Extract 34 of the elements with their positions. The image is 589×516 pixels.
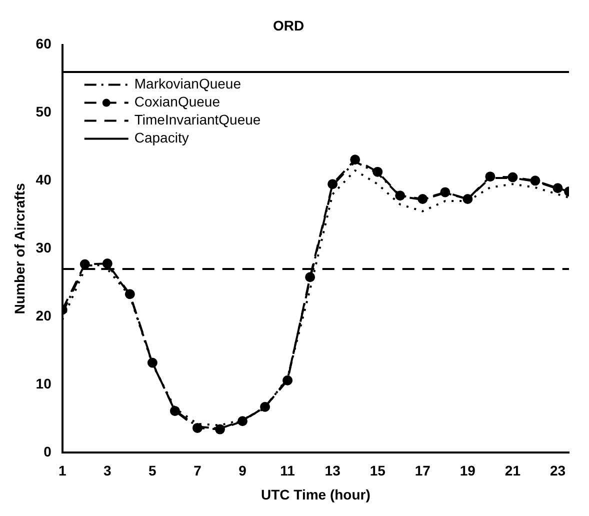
point — [147, 358, 158, 368]
x-tick-label: 11 — [280, 462, 296, 479]
x-tick-label: 19 — [460, 462, 476, 479]
point — [328, 179, 338, 190]
legend-label: Capacity — [134, 130, 189, 146]
x-tick-label: 1 — [58, 462, 66, 479]
point — [530, 176, 540, 186]
chart-title: ORD — [272, 17, 304, 34]
y-tick-label: 60 — [36, 36, 52, 52]
x-tick-label: 3 — [104, 462, 112, 479]
y-tick-label: 0 — [44, 443, 52, 460]
legend-label: TimeInvariantQueue — [134, 112, 261, 128]
x-tick-label: 7 — [194, 462, 202, 479]
point — [440, 187, 450, 198]
y-tick-label: 20 — [36, 307, 52, 324]
legend-label: MarkovianQueue — [134, 76, 242, 92]
x-tick-label: 21 — [504, 462, 521, 479]
legend-label: CoxianQueue — [134, 94, 220, 110]
point — [124, 289, 135, 300]
point — [552, 183, 563, 194]
x-tick-label: 9 — [238, 462, 247, 479]
y-tick-label: 40 — [36, 172, 52, 188]
x-tick-label: 23 — [550, 462, 566, 479]
y-tick-label: 50 — [36, 104, 52, 120]
x-tick-label: 15 — [370, 462, 386, 479]
y-tick-label: 30 — [36, 239, 52, 256]
point — [508, 172, 518, 182]
x-axis-title: UTC Time (hour) — [260, 486, 370, 502]
y-tick-label: 10 — [36, 375, 52, 392]
y-axis-title: Number of Aircrafts — [11, 182, 28, 314]
x-tick-label: 17 — [414, 462, 431, 479]
x-tick-label: 5 — [148, 462, 157, 479]
x-tick-label: 13 — [324, 462, 341, 479]
point — [485, 172, 496, 182]
